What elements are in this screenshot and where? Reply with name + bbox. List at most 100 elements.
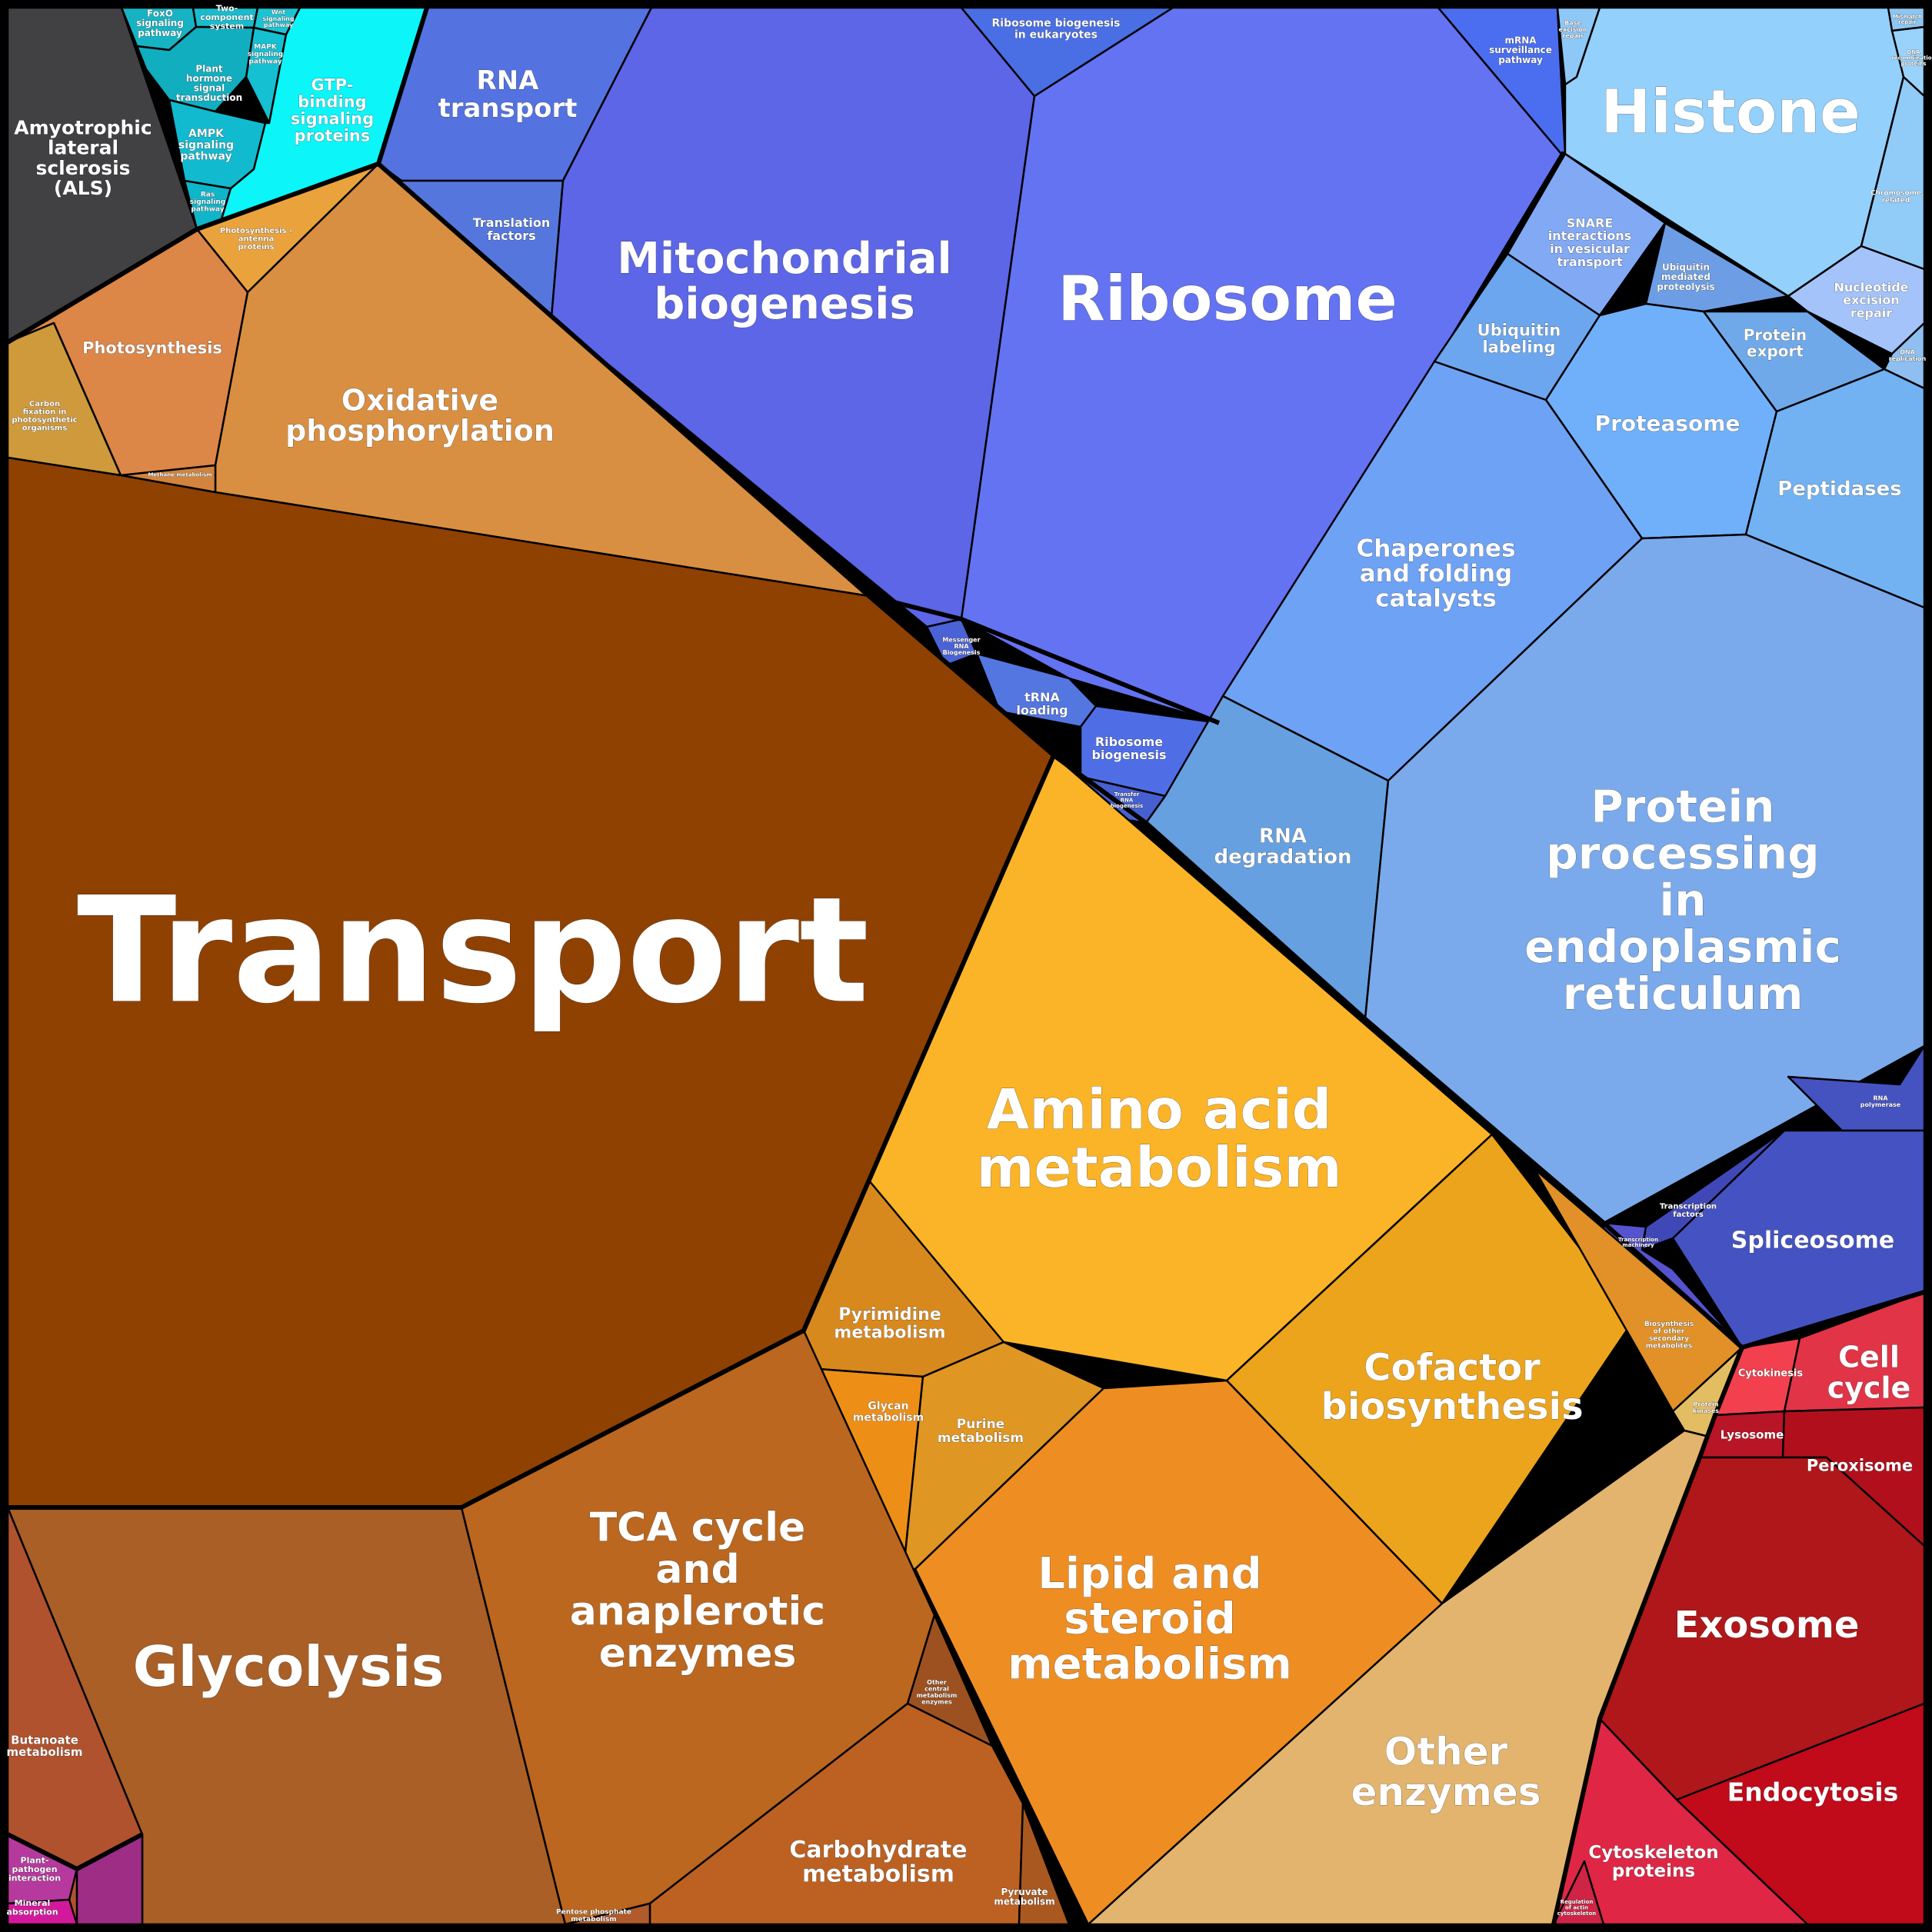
label-methane: Methane metabolism xyxy=(148,472,212,478)
label-line: Two- xyxy=(216,3,238,13)
label-line: RNA xyxy=(954,643,969,650)
label-line: Pentose phosphate xyxy=(556,1908,631,1916)
labels-layer: Amyotrophic lateral sclerosis (ALS)FoxO sign… xyxy=(6,3,1932,1924)
label-line: Pyrimidine xyxy=(838,1305,941,1324)
label-pyruvate: Pyruvate metabolism xyxy=(994,1887,1054,1907)
label-rna-transport: RNA transport xyxy=(438,65,577,124)
label-line: repair xyxy=(1898,19,1917,25)
label-line: pathogen xyxy=(12,1864,57,1874)
label-chromosome: Chromosome related xyxy=(1870,189,1921,205)
label-cytokinesis: Cytokinesis xyxy=(1738,1368,1804,1380)
label-line: polymerase xyxy=(1860,1101,1901,1108)
label-oxphos: Oxidative phosphorylation xyxy=(285,383,555,448)
label-line: Oxidative xyxy=(341,383,498,417)
label-line: signaling xyxy=(262,15,295,22)
label-ubi-label: Ubiquitin labeling xyxy=(1477,321,1561,356)
group-boundary xyxy=(6,7,429,345)
label-ribo-bio: Ribosome biogenesis xyxy=(1091,734,1166,762)
label-line: biosynthesis xyxy=(1321,1385,1583,1428)
label-line: lateral xyxy=(48,137,118,159)
label-line: factors xyxy=(1673,1211,1704,1219)
label-pentose: Pentose phosphate metabolism xyxy=(556,1908,631,1924)
label-line: metabolism xyxy=(976,1135,1341,1200)
label-line: metabolism xyxy=(938,1431,1024,1446)
label-line: excision xyxy=(1843,293,1900,308)
label-dna-recomb: DNA recombination proteins xyxy=(1891,49,1932,67)
label-peroxisome: Peroxisome xyxy=(1807,1456,1913,1474)
label-line: Peptidases xyxy=(1777,478,1901,501)
label-line: pathway xyxy=(180,151,232,163)
label-transport: Transport xyxy=(77,866,869,1036)
cell-plant-hormone xyxy=(135,25,255,113)
cells-layer xyxy=(6,6,1926,1926)
label-line: biogenesis xyxy=(1091,748,1166,762)
label-line: pathway xyxy=(1498,55,1543,65)
cell-protein-er xyxy=(1364,533,1926,1224)
label-line: Protein xyxy=(1694,1401,1719,1408)
label-other-central: Other central metabolism enzymes xyxy=(917,1679,958,1705)
label-transfer-rna: Transfer RNA biogenesis xyxy=(1111,791,1143,809)
label-mrna-bio: Messenger RNA Biogenesis xyxy=(942,636,980,656)
label-line: transport xyxy=(1557,255,1623,269)
label-line: Carbohydrate xyxy=(789,1837,967,1864)
label-protein-export: Protein export xyxy=(1744,326,1807,361)
label-line: system xyxy=(210,21,244,31)
label-line: metabolism xyxy=(834,1323,945,1342)
label-transcription-factors: Transcription factors xyxy=(1660,1202,1717,1219)
label-line: RNA xyxy=(477,65,540,96)
label-line: signal xyxy=(194,83,225,94)
label-rna-pol: RNA polymerase xyxy=(1860,1095,1901,1108)
label-line: and xyxy=(655,1547,739,1593)
label-chaperones: Chaperones and folding catalysts xyxy=(1356,535,1515,612)
group-boundary xyxy=(6,1832,144,1871)
label-proteasome: Proteasome xyxy=(1595,411,1740,436)
group-boundary xyxy=(868,594,1221,725)
label-line: Lysosome xyxy=(1720,1427,1784,1441)
label-line: Translation xyxy=(473,215,551,230)
label-mito-bio: Mitochondrial biogenesis xyxy=(617,234,951,329)
label-line: metabolites xyxy=(1646,1342,1692,1350)
label-line: excision xyxy=(1559,26,1587,33)
label-line: Ribosome biogenesis xyxy=(991,18,1120,30)
label-peptidases: Peptidases xyxy=(1777,478,1901,501)
label-line: Butanoate xyxy=(11,1733,78,1747)
cell-pentose xyxy=(564,1902,651,1926)
label-other-enzymes: Other enzymes xyxy=(1351,1729,1541,1814)
label-glycan: Glycan metabolism xyxy=(853,1401,924,1424)
label-line: signaling xyxy=(248,51,283,58)
label-line: signaling xyxy=(178,139,234,152)
label-line: Mitochondrial xyxy=(617,234,951,284)
label-line: Ubiquitin xyxy=(1662,262,1710,273)
label-line: Wnt xyxy=(271,8,286,15)
label-line: DNA xyxy=(1907,49,1920,55)
label-line: metabolism xyxy=(1008,1639,1292,1689)
cell-peptidases xyxy=(1744,368,1926,609)
label-line: Chromosome xyxy=(1870,189,1921,197)
label-line: cytoskeleton xyxy=(1557,1910,1597,1917)
label-line: Biosynthesis xyxy=(1644,1321,1694,1328)
label-line: in xyxy=(1659,874,1706,926)
label-line: enzymes xyxy=(921,1698,952,1705)
cell-pyruvate xyxy=(1018,1802,1071,1926)
label-rna-deg: RNA degradation xyxy=(1214,824,1351,868)
label-line: steroid xyxy=(1064,1594,1235,1644)
label-line: export xyxy=(1747,342,1804,361)
label-plant-hormone: Plant hormone signal transduction xyxy=(176,63,242,103)
label-line: Proteasome xyxy=(1595,411,1740,436)
label-line: metabolism xyxy=(571,1916,616,1924)
label-line: and folding xyxy=(1360,560,1512,588)
label-histone: Histone xyxy=(1601,78,1860,147)
label-line: in vesicular xyxy=(1550,242,1630,256)
label-mismatch: Mismatch repair xyxy=(1893,14,1922,25)
label-line: DNA xyxy=(1900,349,1915,356)
label-line: Glycan xyxy=(868,1401,908,1413)
label-line: Endocytosis xyxy=(1727,1777,1898,1807)
label-line: degradation xyxy=(1214,846,1351,869)
label-ampk: AMPK signaling pathway xyxy=(178,128,234,162)
label-mineral: Mineral absorption xyxy=(6,1898,58,1917)
label-line: proteins xyxy=(238,243,274,251)
label-line: (ALS) xyxy=(54,177,112,199)
label-glycolysis: Glycolysis xyxy=(133,1634,445,1699)
label-two-component: Two-component system xyxy=(200,3,253,31)
